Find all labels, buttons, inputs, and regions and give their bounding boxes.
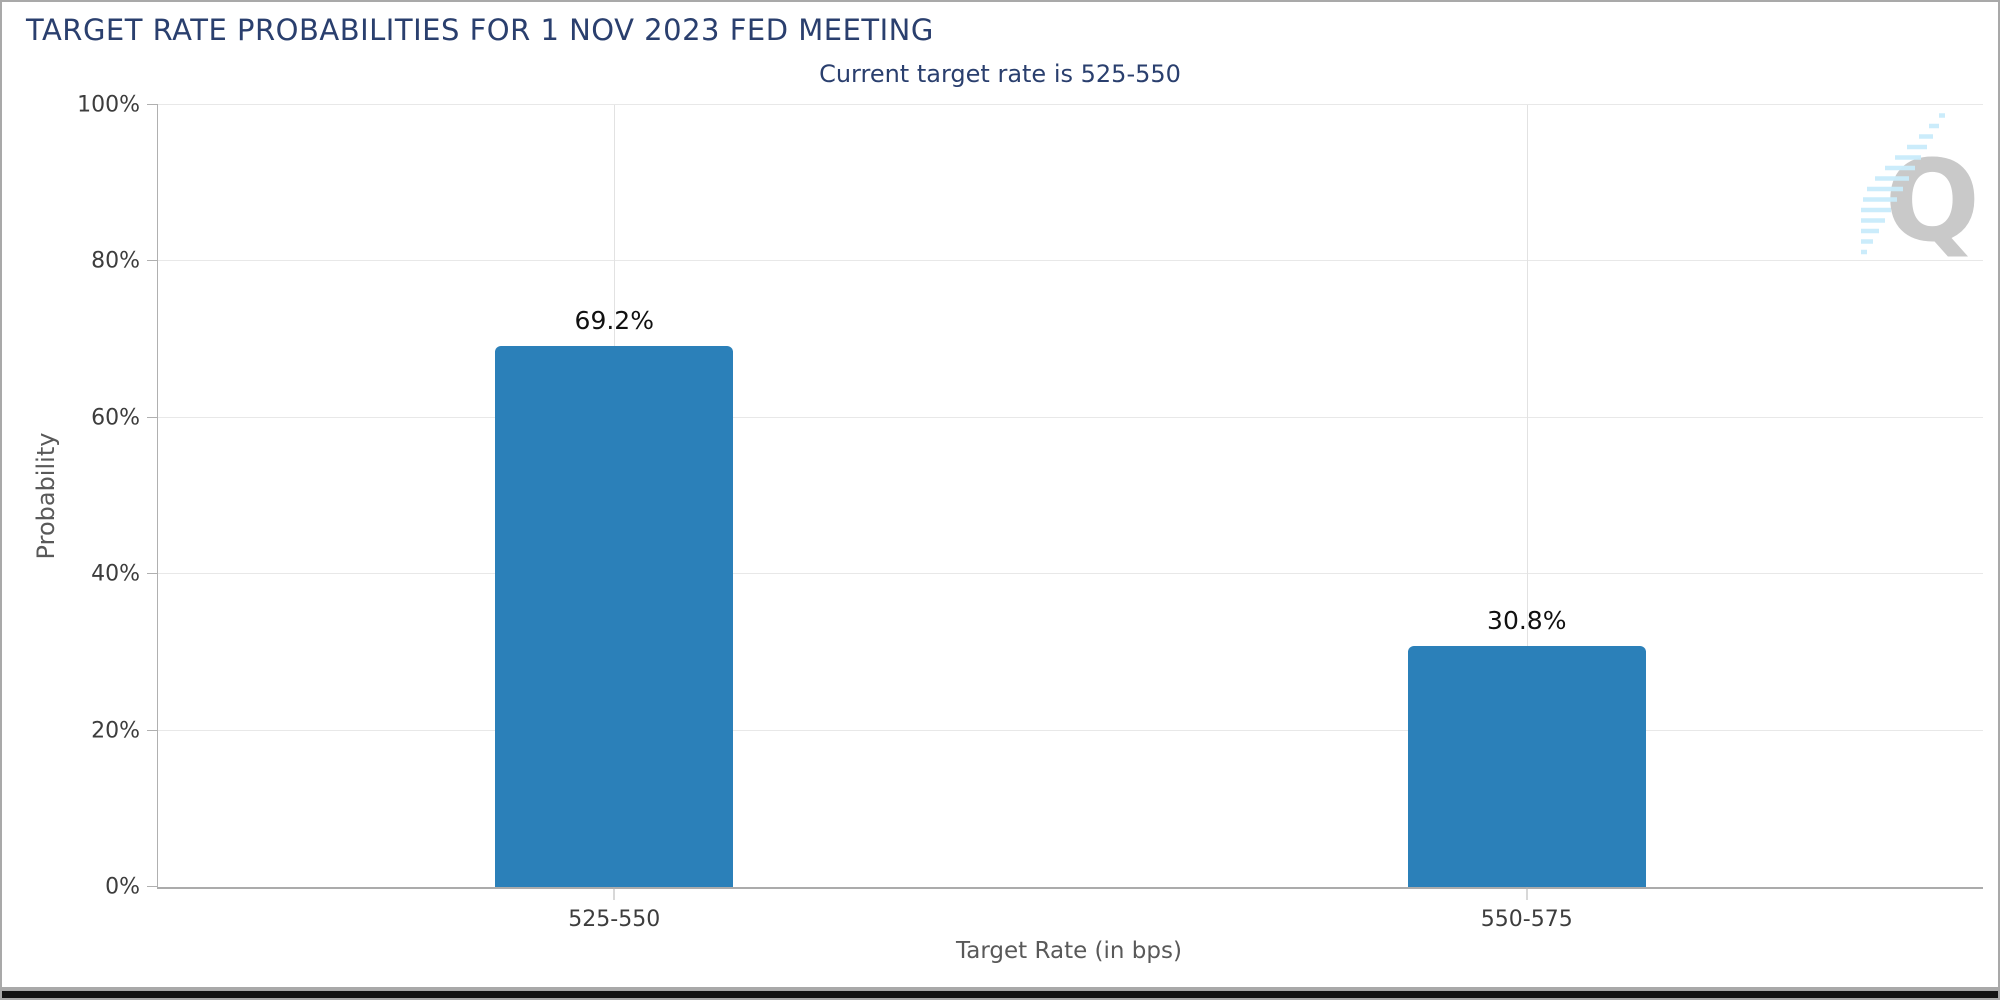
y-tick-mark	[147, 416, 158, 418]
y-tick-mark	[147, 573, 158, 575]
bottom-border-bar	[2, 987, 1998, 998]
bar-value-label: 30.8%	[1487, 606, 1567, 636]
y-tick-mark	[147, 886, 158, 887]
watermark-logo: Q	[1842, 105, 1982, 260]
x-tick-label: 550-575	[1480, 907, 1573, 932]
x-gridline	[1526, 105, 1528, 887]
y-tick-label: 60%	[91, 405, 140, 431]
y-tick-mark	[147, 104, 158, 105]
y-tick-mark	[147, 260, 158, 262]
bar-525-550	[495, 345, 734, 887]
x-axis-title: Target Rate (in bps)	[956, 938, 1182, 964]
watermark-q-letter: Q	[1884, 137, 1980, 267]
bar-value-label: 69.2%	[574, 305, 654, 335]
page-title: TARGET RATE PROBABILITIES FOR 1 NOV 2023…	[26, 13, 934, 47]
y-gridline	[158, 104, 1983, 105]
y-tick-label: 80%	[91, 248, 140, 274]
y-axis-title: Probability	[32, 432, 60, 560]
y-gridline	[158, 729, 1983, 731]
x-tick-mark	[613, 887, 615, 900]
y-gridline	[158, 573, 1983, 575]
y-gridline	[158, 260, 1983, 262]
x-tick-mark	[1526, 887, 1528, 900]
y-tick-mark	[147, 729, 158, 731]
y-tick-label: 0%	[105, 874, 140, 900]
y-tick-label: 20%	[91, 718, 140, 744]
y-tick-label: 40%	[91, 561, 140, 587]
x-tick-label: 525-550	[568, 907, 661, 932]
plot-area: 0% 20% 40% 60% 80% 100% 69.2% 525-550 30.8% 550-5…	[77, 93, 1983, 932]
chart-subtitle: Current target rate is 525-550	[819, 60, 1181, 88]
y-gridline	[158, 416, 1983, 418]
watermark-dashes-icon	[1861, 113, 1945, 255]
bar-550-575	[1407, 646, 1646, 887]
y-tick-label: 100%	[77, 92, 140, 118]
